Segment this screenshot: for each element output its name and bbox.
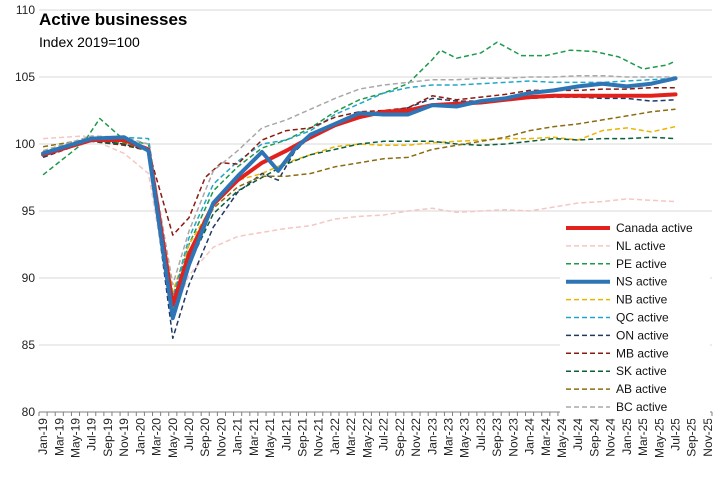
x-tick-label: Mar-19: [52, 418, 66, 456]
x-tick-label: Nov-22: [409, 418, 423, 457]
x-tick-label: May-20: [166, 418, 180, 458]
x-tick-label: Jan-19: [36, 418, 50, 455]
legend-label: BC active: [616, 400, 668, 414]
series-line-mb-active: [42, 86, 676, 236]
series-line-bc-active: [42, 74, 676, 286]
series-line-qc-active: [42, 77, 676, 299]
legend-label: NB active: [616, 293, 668, 307]
x-tick-label: Jul-20: [182, 418, 196, 451]
x-tick-label: Sep-23: [490, 418, 504, 457]
legend-background: [560, 218, 710, 419]
x-tick-label: Jan-22: [328, 418, 342, 455]
x-tick-label: Jul-23: [474, 418, 488, 451]
x-tick-label: Sep-19: [101, 418, 115, 457]
legend-label: Canada active: [616, 221, 693, 235]
x-tick-label: Jan-21: [231, 418, 245, 455]
x-tick-label: Mar-21: [247, 418, 261, 456]
x-tick-label: Jan-24: [523, 418, 537, 455]
x-tick-label: May-24: [555, 418, 569, 458]
x-tick-label: Jul-21: [279, 418, 293, 451]
x-tick-label: Nov-25: [701, 418, 715, 457]
legend-label: AB active: [616, 382, 667, 396]
y-tick-label: 110: [16, 3, 35, 17]
y-tick-label: 85: [22, 338, 36, 352]
x-tick-label: May-23: [458, 418, 472, 458]
y-tick-label: 105: [15, 70, 35, 84]
x-tick-label: Jul-22: [377, 418, 391, 451]
x-tick-label: Sep-25: [685, 418, 699, 457]
x-tick-label: Nov-21: [312, 418, 326, 457]
x-tick-label: Nov-20: [214, 418, 228, 457]
legend-label: NS active: [616, 275, 668, 289]
x-tick-label: Jul-19: [85, 418, 99, 451]
x-tick-label: Mar-20: [150, 418, 164, 456]
x-tick-label: Mar-23: [441, 418, 455, 456]
series-line-ns-active: [41, 76, 678, 321]
legend-label: PE active: [616, 257, 667, 271]
x-tick-label: Jul-24: [571, 418, 585, 451]
series-line-sk-active: [42, 136, 676, 319]
y-tick-label: 80: [22, 405, 36, 419]
x-tick-label: Sep-22: [393, 418, 407, 457]
x-tick-label: Mar-24: [539, 418, 553, 456]
legend-label: SK active: [616, 364, 667, 378]
chart-title: Active businesses: [39, 10, 188, 29]
y-tick-label: 100: [15, 137, 35, 151]
x-tick-label: May-22: [360, 418, 374, 458]
legend-label: QC active: [616, 311, 669, 325]
x-tick-label: Sep-20: [198, 418, 212, 457]
x-tick-label: May-25: [652, 418, 666, 458]
series-line-nb-active: [42, 125, 676, 293]
y-tick-label: 90: [22, 271, 36, 285]
legend: Canada active NL active PE active NS active…: [560, 218, 710, 419]
x-tick-label: Jan-23: [425, 418, 439, 455]
chart-subtitle: Index 2019=100: [39, 34, 140, 50]
x-tick-label: Nov-19: [117, 418, 131, 457]
x-tick-label: Jan-20: [133, 418, 147, 455]
x-tick-label: Jul-25: [669, 418, 683, 451]
x-tick-label: Mar-25: [636, 418, 650, 456]
x-tick-label: Mar-22: [344, 418, 358, 456]
x-tick-label: Jan-25: [620, 418, 634, 455]
x-tick-label: May-19: [68, 418, 82, 458]
legend-label: MB active: [616, 346, 669, 360]
x-tick-label: Sep-24: [587, 418, 601, 457]
legend-label: NL active: [616, 239, 666, 253]
legend-label: ON active: [616, 328, 669, 342]
axis-layer: 80 85 90 95 100 105 110 Jan-19 Mar-19 May-19 Jul-1…: [15, 3, 715, 458]
series-layer: [41, 41, 678, 340]
x-tick-label: Nov-24: [604, 418, 618, 457]
x-tick-label: May-21: [263, 418, 277, 458]
x-tick-label: Sep-21: [296, 418, 310, 457]
y-tick-label: 95: [22, 204, 36, 218]
x-tick-label: Nov-23: [506, 418, 520, 457]
